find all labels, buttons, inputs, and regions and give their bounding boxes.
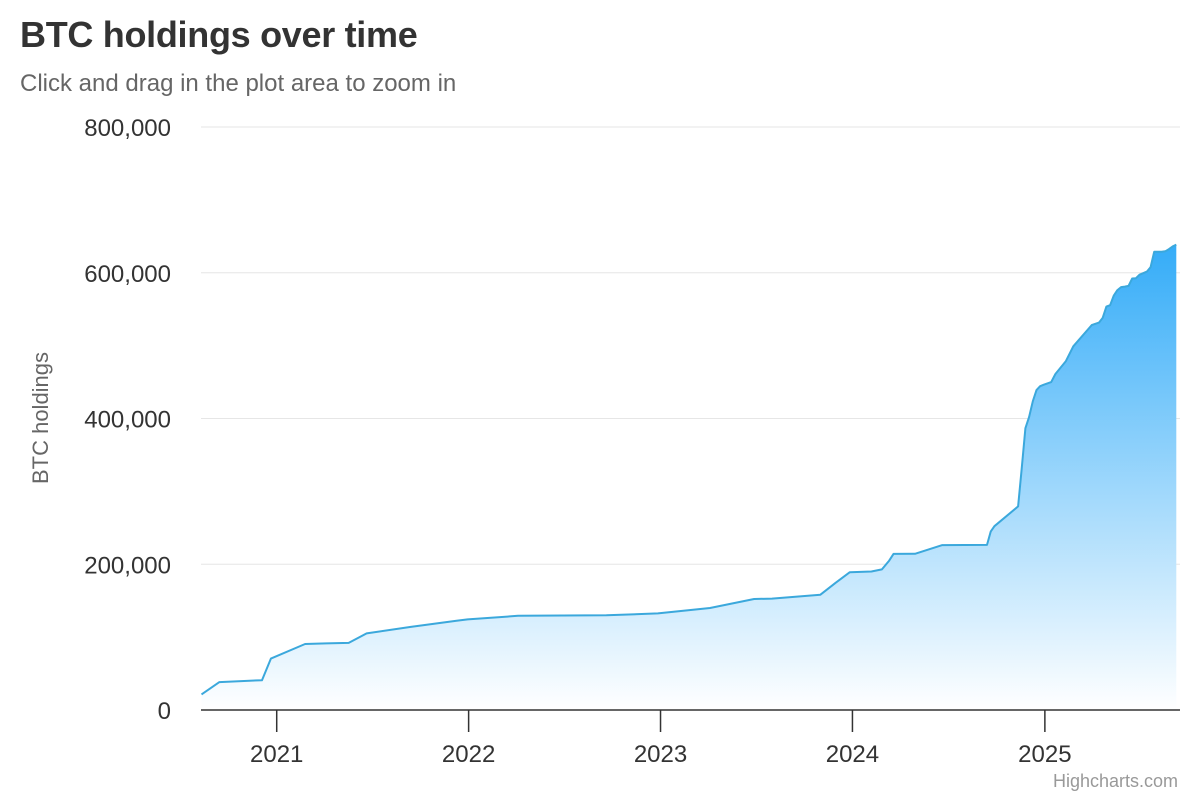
- data-point[interactable]: [600, 609, 612, 621]
- data-point[interactable]: [196, 688, 208, 700]
- data-point[interactable]: [1060, 355, 1072, 367]
- axes: 0 200,000 400,000 600,000 800,000 2021 2022 202…: [84, 115, 1180, 768]
- data-point[interactable]: [936, 539, 948, 551]
- data-point[interactable]: [887, 548, 899, 560]
- data-point[interactable]: [704, 602, 716, 614]
- data-point[interactable]: [652, 607, 664, 619]
- data-point[interactable]: [557, 609, 569, 621]
- data-point[interactable]: [830, 577, 842, 589]
- series-group[interactable]: [196, 239, 1183, 710]
- chart-subtitle: Click and drag in the plot area to zoom …: [20, 70, 457, 97]
- data-point[interactable]: [462, 613, 474, 625]
- credits-link[interactable]: Highcharts.com: [1052, 771, 1178, 791]
- data-point[interactable]: [213, 676, 225, 688]
- data-point[interactable]: [361, 627, 373, 639]
- x-tick-label: 2024: [826, 741, 879, 768]
- data-point[interactable]: [512, 610, 524, 622]
- data-point[interactable]: [1170, 239, 1182, 251]
- data-point[interactable]: [1023, 411, 1035, 423]
- x-tick-label: 2023: [634, 741, 687, 768]
- data-point[interactable]: [988, 520, 1000, 532]
- data-point[interactable]: [1097, 312, 1109, 324]
- data-point[interactable]: [1067, 340, 1079, 352]
- data-point[interactable]: [299, 638, 311, 650]
- data-point[interactable]: [256, 674, 268, 686]
- y-tick-label: 800,000: [84, 115, 171, 142]
- data-point[interactable]: [865, 566, 877, 578]
- x-tick-label: 2021: [250, 741, 303, 768]
- data-point[interactable]: [343, 637, 355, 649]
- y-axis-title: BTC holdings: [28, 352, 53, 484]
- data-point[interactable]: [1049, 368, 1061, 380]
- y-tick-label: 400,000: [84, 407, 171, 434]
- data-point[interactable]: [320, 637, 332, 649]
- data-point[interactable]: [1012, 500, 1024, 512]
- x-tick-label: 2025: [1018, 741, 1071, 768]
- series-area: [201, 244, 1177, 710]
- y-tick-label: 600,000: [84, 261, 171, 288]
- x-tick-label: 2022: [442, 741, 495, 768]
- chart-title: BTC holdings over time: [20, 14, 418, 55]
- data-point[interactable]: [1019, 422, 1031, 434]
- data-point[interactable]: [405, 621, 417, 633]
- data-point[interactable]: [981, 539, 993, 551]
- data-point[interactable]: [1145, 261, 1157, 273]
- data-point[interactable]: [766, 593, 778, 605]
- data-point[interactable]: [265, 653, 277, 665]
- data-point[interactable]: [909, 548, 921, 560]
- data-point[interactable]: [748, 593, 760, 605]
- data-point[interactable]: [844, 566, 856, 578]
- data-point[interactable]: [451, 615, 463, 627]
- data-point[interactable]: [1016, 463, 1028, 475]
- data-point[interactable]: [814, 589, 826, 601]
- y-tick-label: 0: [158, 698, 171, 725]
- series-line[interactable]: [200, 243, 1177, 696]
- data-point[interactable]: [1027, 395, 1039, 407]
- y-tick-label: 200,000: [84, 552, 171, 579]
